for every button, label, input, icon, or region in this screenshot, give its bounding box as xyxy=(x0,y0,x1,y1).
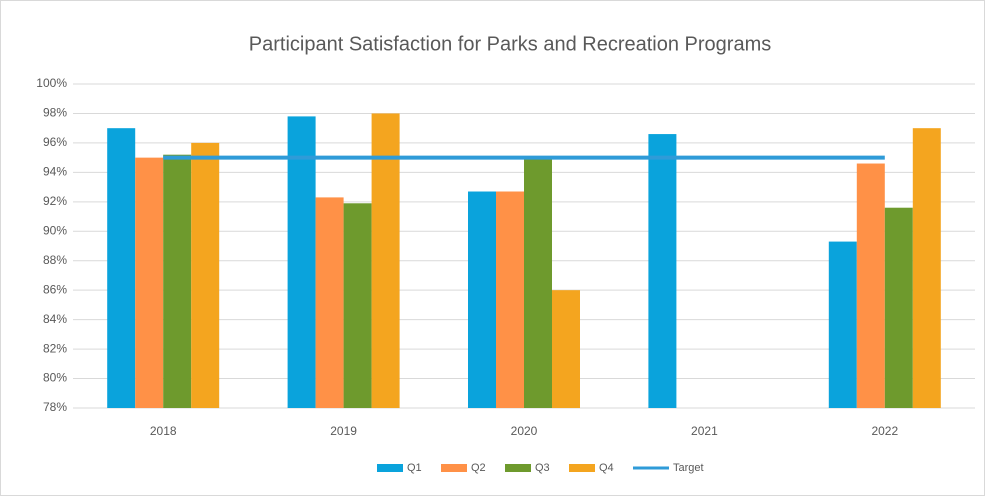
x-tick-label: 2018 xyxy=(150,424,177,438)
bar xyxy=(496,191,524,408)
y-tick-label: 88% xyxy=(43,253,67,267)
bar xyxy=(287,116,316,409)
y-tick-label: 80% xyxy=(43,371,67,385)
legend-swatch xyxy=(441,464,467,472)
bar xyxy=(191,142,220,408)
bar xyxy=(107,128,136,408)
legend-label: Q2 xyxy=(471,462,486,474)
y-tick-label: 92% xyxy=(43,194,67,208)
bar xyxy=(343,203,372,408)
bar xyxy=(648,134,677,408)
legend-label: Q1 xyxy=(407,462,422,474)
x-tick-label: 2021 xyxy=(691,424,718,438)
y-tick-label: 90% xyxy=(43,223,67,237)
bar xyxy=(315,197,344,408)
y-tick-label: 94% xyxy=(43,165,67,179)
y-tick-label: 84% xyxy=(43,312,67,326)
legend-label: Q3 xyxy=(535,462,550,474)
bar xyxy=(912,128,941,408)
bar xyxy=(884,207,913,408)
y-tick-label: 78% xyxy=(43,400,67,414)
legend-swatch xyxy=(377,464,403,472)
x-tick-label: 2020 xyxy=(511,424,538,438)
y-tick-label: 96% xyxy=(43,135,67,149)
y-tick-label: 86% xyxy=(43,282,67,296)
x-tick-label: 2019 xyxy=(330,424,357,438)
bar xyxy=(828,241,857,408)
bar xyxy=(468,191,496,408)
chart-title: Participant Satisfaction for Parks and R… xyxy=(249,33,771,55)
legend-swatch xyxy=(569,464,595,472)
bar xyxy=(135,157,164,408)
legend-label: Target xyxy=(673,462,704,474)
y-tick-label: 100% xyxy=(36,76,67,90)
legend-swatch xyxy=(505,464,531,472)
bar xyxy=(371,113,400,409)
y-tick-label: 82% xyxy=(43,341,67,355)
x-tick-label: 2022 xyxy=(871,424,898,438)
bar xyxy=(856,163,885,408)
bar xyxy=(524,157,552,408)
y-tick-label: 98% xyxy=(43,106,67,120)
legend-label: Q4 xyxy=(599,462,614,474)
bar xyxy=(163,154,192,408)
bar xyxy=(552,290,580,408)
